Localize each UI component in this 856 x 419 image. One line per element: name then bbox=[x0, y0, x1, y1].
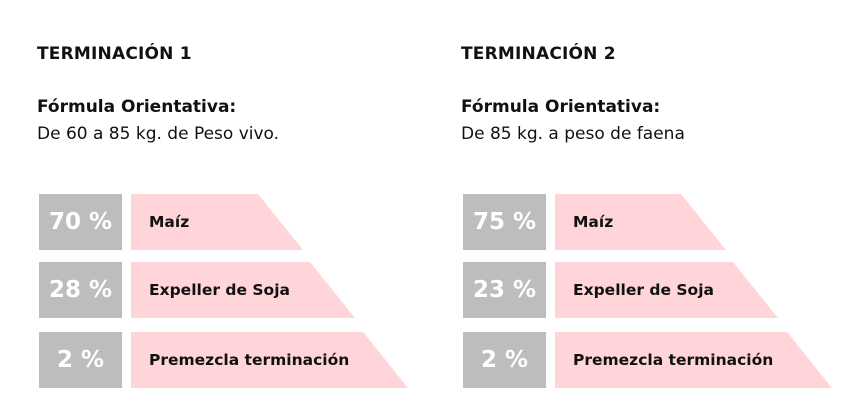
ingredient-label: Premezcla terminación bbox=[573, 351, 774, 369]
formula-label: Fórmula Orientativa: bbox=[37, 97, 237, 117]
percent-badge: 2 % bbox=[39, 332, 122, 388]
ingredient-label: Maíz bbox=[573, 213, 614, 231]
percent-badge: 2 % bbox=[463, 332, 546, 388]
ingredient-label: Expeller de Soja bbox=[573, 281, 714, 299]
panel-terminacion-2: TERMINACIÓN 2 Fórmula Orientativa: De 85… bbox=[461, 0, 856, 419]
ingredient-trapezoid bbox=[131, 332, 408, 388]
ingredient-trapezoid bbox=[555, 332, 832, 388]
percent-badge: 28 % bbox=[39, 262, 122, 318]
formula-description: De 60 a 85 kg. de Peso vivo. bbox=[37, 124, 280, 144]
ingredient-label: Expeller de Soja bbox=[149, 281, 290, 299]
percent-badge: 70 % bbox=[39, 194, 122, 250]
formula-label: Fórmula Orientativa: bbox=[461, 97, 661, 117]
ingredient-label: Maíz bbox=[149, 213, 190, 231]
percent-badge: 75 % bbox=[463, 194, 546, 250]
percent-badge: 23 % bbox=[463, 262, 546, 318]
ingredient-label: Premezcla terminación bbox=[149, 351, 350, 369]
panel-terminacion-1: TERMINACIÓN 1 Fórmula Orientativa: De 60… bbox=[37, 0, 437, 419]
panel-title: TERMINACIÓN 1 bbox=[37, 44, 192, 64]
panel-title: TERMINACIÓN 2 bbox=[461, 44, 616, 64]
formula-description: De 85 kg. a peso de faena bbox=[461, 124, 685, 144]
